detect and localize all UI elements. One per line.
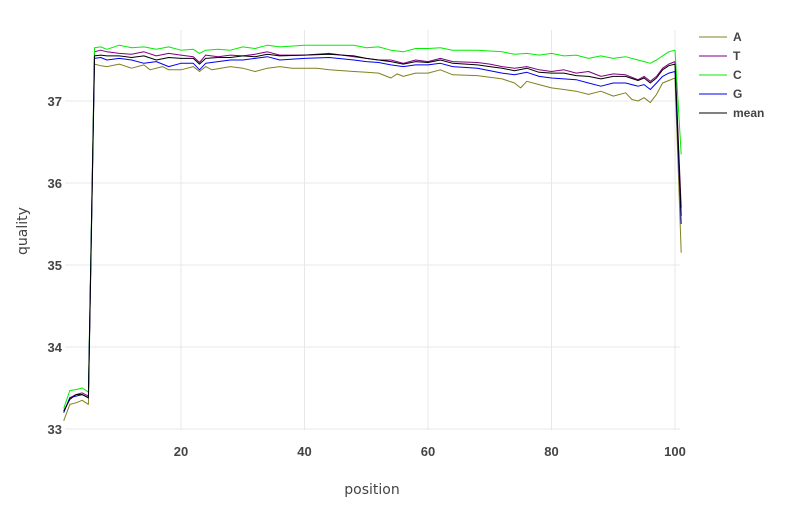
- x-tick-label: 40: [297, 444, 311, 459]
- legend-item-a[interactable]: A: [699, 30, 742, 44]
- grid-lines: [65, 30, 680, 430]
- y-tick-label: 37: [48, 94, 62, 109]
- series-line-c: [63, 44, 682, 409]
- x-tick-label: 20: [174, 444, 188, 459]
- legend-item-g[interactable]: G: [699, 87, 742, 101]
- x-tick-label: 80: [544, 444, 558, 459]
- series-line-g: [63, 56, 682, 413]
- series-line-mean: [63, 53, 682, 412]
- legend-item-c[interactable]: C: [699, 68, 742, 82]
- series-lines: [63, 44, 682, 421]
- legend-label: T: [733, 49, 741, 63]
- x-tick-label: 60: [421, 444, 435, 459]
- legend-label: C: [733, 68, 742, 82]
- x-tick-label: 100: [664, 444, 686, 459]
- legend-label: G: [733, 87, 742, 101]
- series-line-t: [63, 49, 682, 413]
- y-axis-title: quality: [15, 207, 31, 255]
- y-tick-label: 35: [48, 258, 62, 273]
- y-axis-ticks: 33 34 35 36 37: [48, 94, 63, 437]
- y-tick-label: 36: [48, 176, 62, 191]
- y-tick-label: 34: [48, 340, 63, 355]
- legend-item-t[interactable]: T: [699, 49, 741, 63]
- x-axis-title: position: [344, 482, 399, 498]
- legend-label: mean: [733, 106, 764, 120]
- series-line-a: [63, 63, 682, 421]
- legend-item-mean[interactable]: mean: [699, 106, 764, 120]
- legend-label: A: [733, 30, 742, 44]
- x-axis-ticks: 20 40 60 80 100: [174, 444, 686, 459]
- y-tick-label: 33: [48, 422, 62, 437]
